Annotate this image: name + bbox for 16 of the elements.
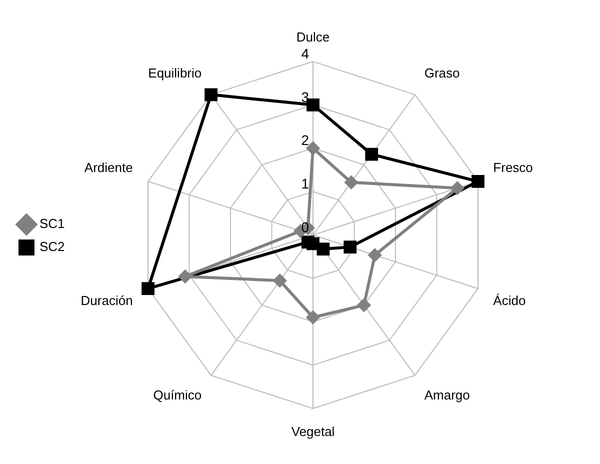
y-tick-label: 0 xyxy=(301,218,310,235)
legend-label: SC1 xyxy=(40,216,65,232)
legend-label: SC2 xyxy=(40,239,65,254)
spoke-label: Graso xyxy=(424,66,460,81)
spoke-label: Duración xyxy=(80,292,133,308)
spoke-label: Fresco xyxy=(493,160,533,176)
y-tick-label: 4 xyxy=(301,45,310,62)
spoke-label: Químico xyxy=(153,388,202,403)
spoke-label: Ardiente xyxy=(84,160,133,176)
spoke-label: Vegetal xyxy=(291,424,335,439)
spoke-label: Equilibrio xyxy=(148,66,202,81)
spoke-label: Dulce xyxy=(296,29,330,44)
y-tick-label: 2 xyxy=(301,132,310,148)
y-tick-label: 1 xyxy=(301,175,310,192)
spoke-label: Ácido xyxy=(493,292,526,308)
spoke-label: Amargo xyxy=(424,388,470,403)
